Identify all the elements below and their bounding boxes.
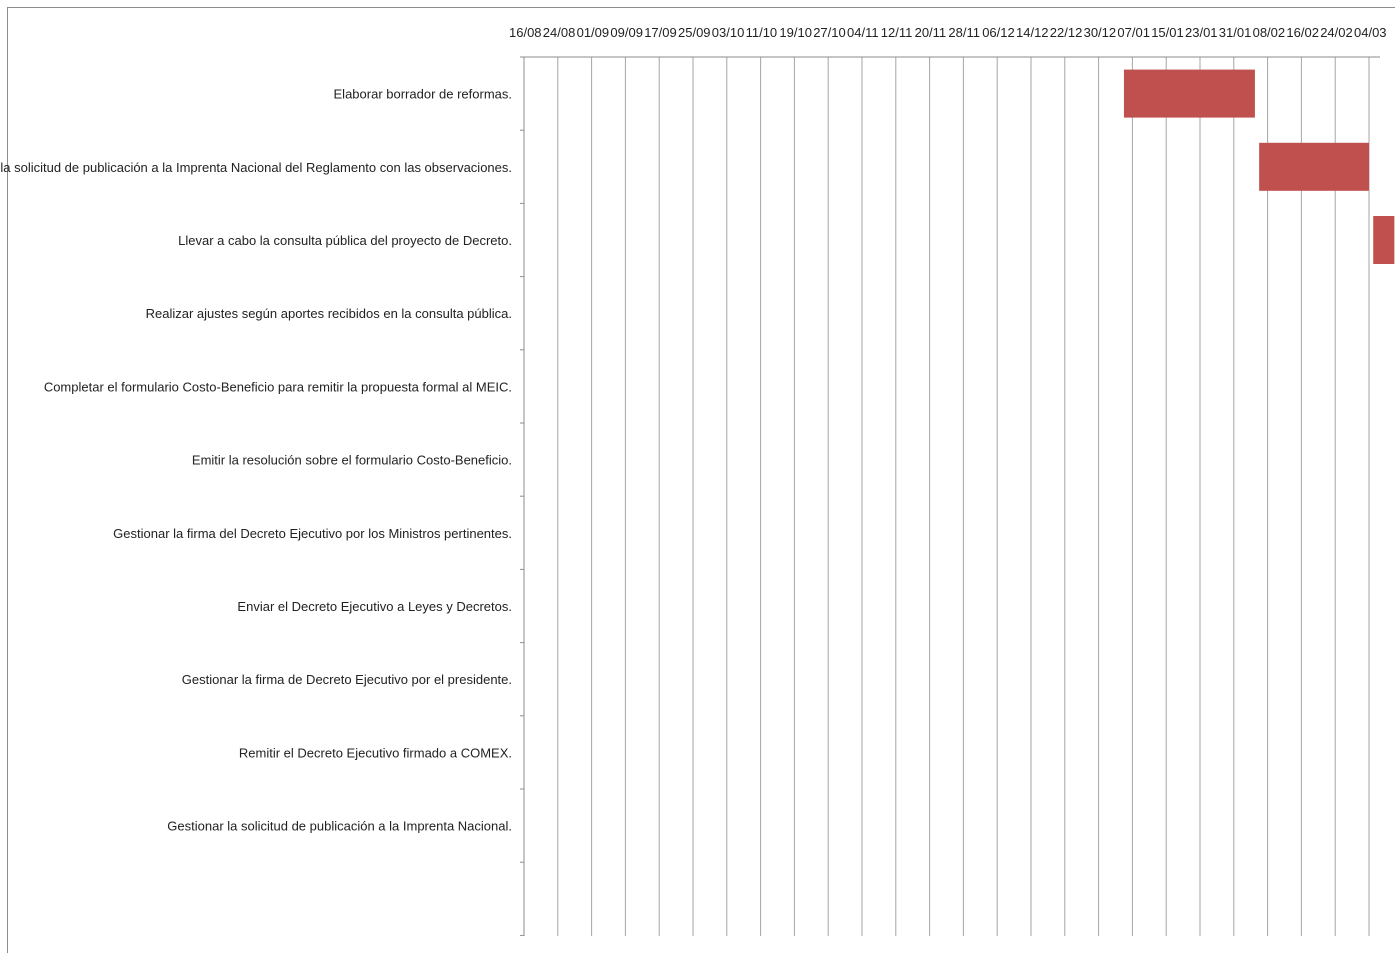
- task-label: Emitir la resolución sobre el formulario…: [192, 453, 512, 468]
- task-bar: [1123, 69, 1255, 118]
- x-tick-label: 24/02: [1320, 25, 1353, 40]
- x-tick-label: 28/11: [948, 25, 980, 40]
- x-tick-label: 07/01: [1117, 25, 1150, 40]
- x-tick-labels: 16/08 24/08 01/09 09/09 17/09 25/09 03/10 11/10…: [509, 25, 1387, 40]
- chart-frame: [7, 7, 1395, 953]
- x-tick-label: 06/12: [982, 25, 1015, 40]
- task-bars: [1123, 69, 1395, 264]
- task-bar: [1373, 216, 1395, 264]
- task-label: Enviar el Decreto Ejecutivo a Leyes y De…: [237, 599, 512, 614]
- x-tick-label: 22/12: [1050, 25, 1083, 40]
- x-tick-label: 12/11: [881, 25, 913, 40]
- x-tick-label: 15/01: [1151, 25, 1184, 40]
- task-label: Gestionar la solicitud de publicación a …: [167, 819, 512, 834]
- x-tick-label: 20/11: [915, 25, 947, 40]
- task-label: Gestionar la solicitud de publicación a …: [0, 160, 512, 175]
- x-tick-label: 01/09: [577, 25, 610, 40]
- x-tick-label: 16/08: [509, 25, 542, 40]
- x-tick-label: 27/10: [813, 25, 846, 40]
- x-tick-label: 23/01: [1185, 25, 1218, 40]
- x-tick-label: 03/10: [712, 25, 745, 40]
- task-label: Completar el formulario Costo-Beneficio …: [44, 379, 512, 394]
- x-tick-label: 08/02: [1253, 25, 1286, 40]
- x-tick-label: 16/02: [1286, 25, 1319, 40]
- task-label: Remitir el Decreto Ejecutivo firmado a C…: [239, 745, 512, 760]
- task-labels: Elaborar borrador de reformas. Gestionar …: [0, 87, 512, 834]
- axis-lines: [520, 56, 1380, 936]
- x-tick-label: 31/01: [1219, 25, 1252, 40]
- task-bar: [1259, 142, 1369, 191]
- task-label: Elaborar borrador de reformas.: [334, 87, 512, 102]
- x-tick-label: 17/09: [644, 25, 677, 40]
- x-tick-label: 25/09: [678, 25, 711, 40]
- x-tick-label: 14/12: [1016, 25, 1049, 40]
- x-tick-label: 09/09: [610, 25, 643, 40]
- task-label: Llevar a cabo la consulta pública del pr…: [178, 233, 512, 248]
- x-tick-label: 30/12: [1084, 25, 1117, 40]
- x-tick-label: 24/08: [543, 25, 576, 40]
- x-tick-label: 04/11: [847, 25, 879, 40]
- grid-lines: [557, 57, 1370, 936]
- task-label: Gestionar la firma del Decreto Ejecutivo…: [113, 526, 512, 541]
- x-tick-label: 11/10: [746, 25, 778, 40]
- task-label: Gestionar la firma de Decreto Ejecutivo …: [182, 672, 512, 687]
- x-tick-label: 19/10: [779, 25, 812, 40]
- task-label: Realizar ajustes según aportes recibidos…: [146, 306, 512, 321]
- x-tick-label: 04/03: [1354, 25, 1387, 40]
